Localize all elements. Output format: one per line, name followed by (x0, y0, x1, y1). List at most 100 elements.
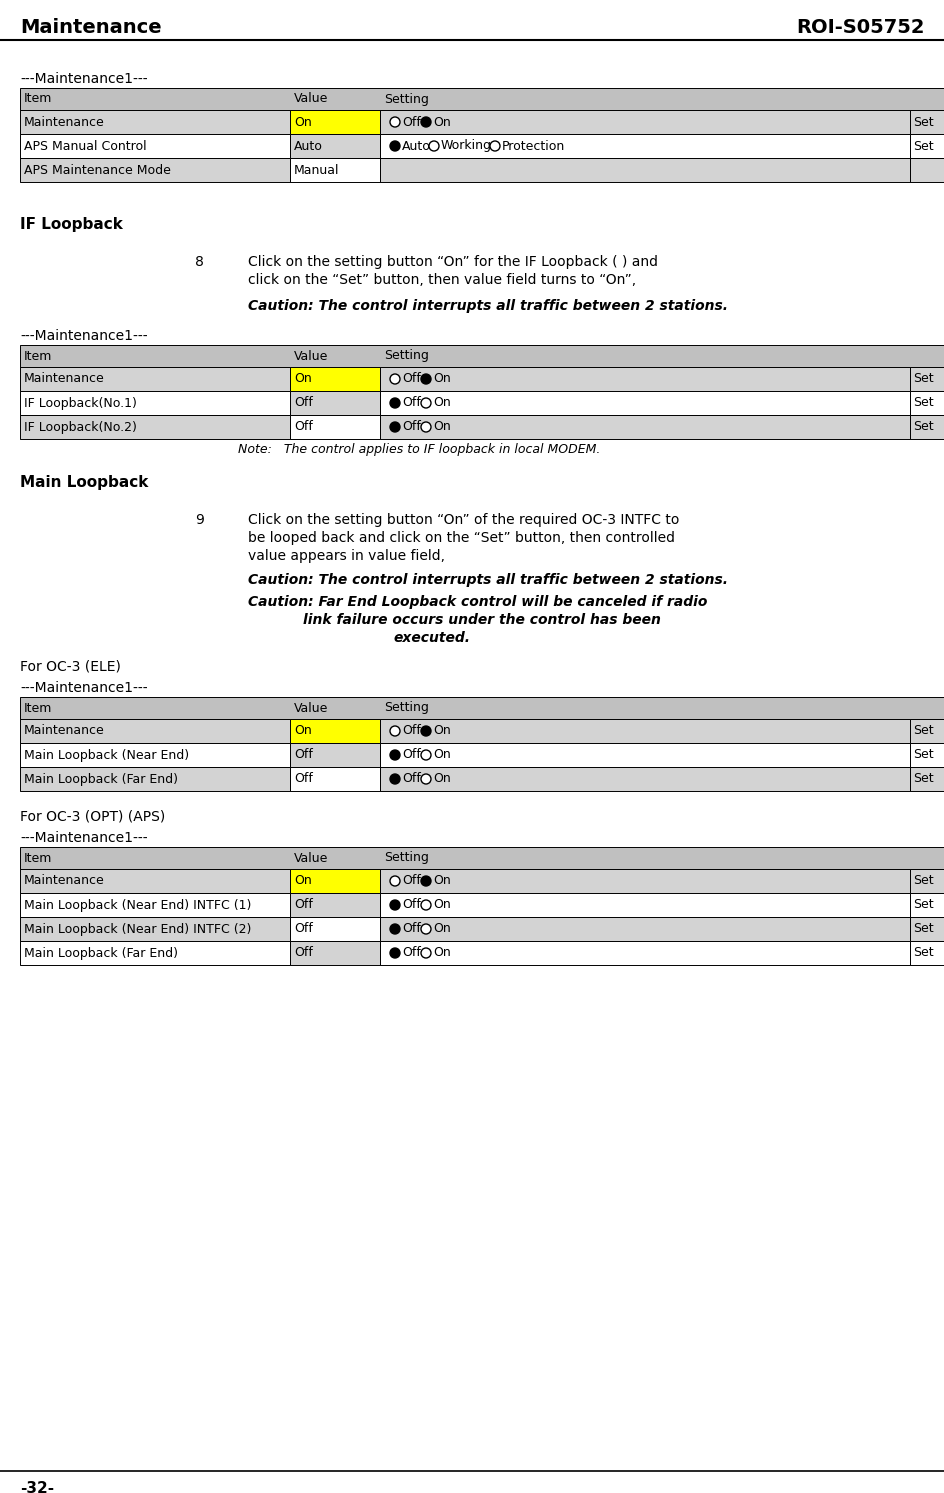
Bar (909, 744, 944, 767)
Bar (909, 941, 944, 964)
Bar (909, 917, 944, 941)
Bar (290, 134, 379, 158)
Text: IF Loopback(No.1): IF Loopback(No.1) (24, 397, 137, 409)
Text: Protection: Protection (501, 139, 565, 152)
Text: executed.: executed. (393, 632, 469, 645)
Text: ---Maintenance1---: ---Maintenance1--- (20, 328, 147, 343)
Text: Off: Off (401, 724, 420, 738)
Text: click on the “Set” button, then value field turns to “On”,: click on the “Set” button, then value fi… (247, 273, 635, 287)
Text: ---Maintenance1---: ---Maintenance1--- (20, 72, 147, 87)
Text: On: On (294, 372, 312, 385)
Circle shape (390, 116, 399, 127)
Text: Set: Set (912, 397, 933, 409)
Bar (379, 158, 909, 182)
Bar (290, 415, 379, 439)
Circle shape (390, 900, 399, 911)
Bar (290, 720, 379, 744)
Circle shape (421, 423, 430, 431)
Text: On: On (294, 875, 312, 887)
Text: Off: Off (401, 115, 420, 128)
Bar (290, 869, 379, 893)
Text: IF Loopback: IF Loopback (20, 216, 123, 231)
Text: Off: Off (294, 421, 312, 433)
Bar (379, 367, 909, 391)
Bar (290, 893, 379, 917)
Text: be looped back and click on the “Set” button, then controlled: be looped back and click on the “Set” bu… (247, 532, 674, 545)
Text: On: On (432, 372, 450, 385)
Text: For OC-3 (OPT) (APS): For OC-3 (OPT) (APS) (20, 809, 165, 823)
Bar (909, 134, 944, 158)
Circle shape (390, 423, 399, 431)
Bar (20, 744, 290, 767)
Text: Manual: Manual (294, 164, 339, 176)
Text: Item: Item (24, 349, 52, 363)
Text: Off: Off (401, 923, 420, 936)
Text: Click on the setting button “On” of the required OC-3 INTFC to: Click on the setting button “On” of the … (247, 514, 679, 527)
Text: Working: Working (441, 139, 492, 152)
Text: On: On (294, 115, 312, 128)
Text: Value: Value (294, 702, 328, 715)
Text: Value: Value (294, 851, 328, 864)
Circle shape (421, 900, 430, 911)
Bar (909, 367, 944, 391)
Bar (20, 391, 290, 415)
Text: Set: Set (912, 372, 933, 385)
Text: value appears in value field,: value appears in value field, (247, 549, 445, 563)
Text: Set: Set (912, 875, 933, 887)
Bar (290, 391, 379, 415)
Text: On: On (432, 748, 450, 761)
Bar (20, 893, 290, 917)
Text: On: On (432, 421, 450, 433)
Text: Set: Set (912, 772, 933, 785)
Text: On: On (432, 724, 450, 738)
Bar (290, 367, 379, 391)
Text: On: On (432, 115, 450, 128)
Text: Set: Set (912, 923, 933, 936)
Bar (909, 158, 944, 182)
Text: -32-: -32- (20, 1481, 54, 1493)
Text: Off: Off (401, 372, 420, 385)
Bar (290, 917, 379, 941)
Text: Main Loopback (Far End): Main Loopback (Far End) (24, 947, 177, 960)
Bar (379, 391, 909, 415)
Bar (909, 720, 944, 744)
Bar (909, 869, 944, 893)
Bar (290, 941, 379, 964)
Bar (20, 110, 290, 134)
Text: ROI-S05752: ROI-S05752 (796, 18, 924, 37)
Bar (379, 767, 909, 791)
Text: link failure occurs under the control has been: link failure occurs under the control ha… (303, 614, 660, 627)
Bar (20, 917, 290, 941)
Text: Main Loopback: Main Loopback (20, 475, 148, 490)
Circle shape (421, 876, 430, 885)
Text: Set: Set (912, 724, 933, 738)
Text: Off: Off (294, 772, 312, 785)
Text: Setting: Setting (383, 702, 429, 715)
Text: Off: Off (401, 899, 420, 912)
Text: On: On (432, 772, 450, 785)
Bar (20, 869, 290, 893)
Text: Off: Off (401, 875, 420, 887)
Bar (20, 134, 290, 158)
Text: Off: Off (401, 397, 420, 409)
Bar (20, 158, 290, 182)
Text: Maintenance: Maintenance (24, 875, 105, 887)
Text: On: On (432, 923, 450, 936)
Text: Main Loopback (Near End): Main Loopback (Near End) (24, 748, 189, 761)
Bar (379, 893, 909, 917)
Circle shape (390, 773, 399, 784)
Text: APS Manual Control: APS Manual Control (24, 139, 146, 152)
Text: On: On (432, 875, 450, 887)
Bar (290, 158, 379, 182)
Bar (379, 720, 909, 744)
Text: Setting: Setting (383, 851, 429, 864)
Bar (379, 134, 909, 158)
Circle shape (390, 924, 399, 935)
Text: Item: Item (24, 702, 52, 715)
Text: Item: Item (24, 851, 52, 864)
Text: Maintenance: Maintenance (20, 18, 161, 37)
Circle shape (421, 399, 430, 408)
Text: APS Maintenance Mode: APS Maintenance Mode (24, 164, 171, 176)
Bar (290, 767, 379, 791)
Text: Set: Set (912, 947, 933, 960)
